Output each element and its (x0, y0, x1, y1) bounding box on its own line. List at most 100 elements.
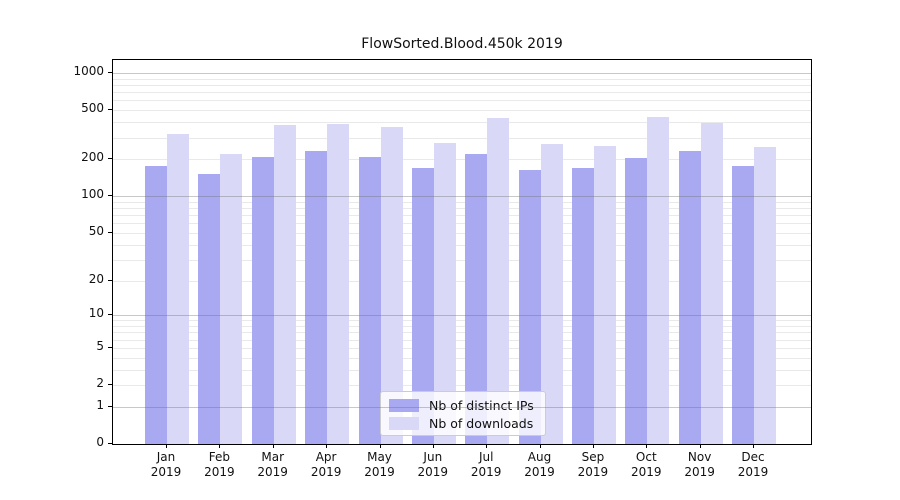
x-label-month: May (367, 450, 392, 464)
x-label-year: 2019 (631, 465, 662, 479)
bar-distinct-ips-aug (518, 169, 541, 444)
legend-label-downloads: Nb of downloads (429, 415, 534, 431)
x-label-year: 2019 (257, 465, 288, 479)
bar-downloads-apr (327, 124, 350, 444)
gridline-minor-20 (113, 280, 811, 282)
x-tick-label-jun: Jun 2019 (403, 450, 463, 480)
gridline-minor-400 (113, 122, 811, 124)
gridline-major-100 (113, 196, 811, 198)
bar-downloads-jul (487, 118, 510, 444)
x-label-year: 2019 (204, 465, 235, 479)
x-label-month: Jan (156, 450, 176, 464)
x-label-year: 2019 (737, 465, 769, 479)
gridline-minor-90 (113, 201, 811, 203)
gridline-minor-200 (113, 159, 811, 161)
bar-distinct-ips-nov (678, 151, 701, 444)
gridline-minor-6 (113, 339, 811, 341)
y-tick-mark-200 (108, 158, 112, 160)
x-tick-label-sep: Sep 2019 (563, 450, 623, 480)
y-tick-mark-10 (108, 314, 112, 316)
y-tick-label-1000: 1000 (73, 64, 104, 78)
y-tick-label-50: 50 (88, 223, 104, 238)
gridline-minor-800 (113, 85, 811, 86)
bar-distinct-ips-jun (411, 168, 434, 444)
gridline-minor-3 (113, 369, 811, 371)
y-tick-mark-2 (108, 384, 112, 385)
y-tick-label-20: 20 (88, 271, 104, 286)
bar-downloads-sep (593, 145, 616, 444)
bar-downloads-feb (220, 154, 243, 444)
legend: Nb of distinct IPs Nb of downloads (380, 391, 546, 436)
x-tick-label-oct: Oct 2019 (616, 450, 676, 480)
gridline-minor-300 (113, 137, 811, 139)
x-tick-mark-nov (699, 444, 701, 448)
gridline-minor-8 (113, 326, 811, 327)
y-tick-mark-50 (108, 231, 112, 233)
gridline-minor-4 (113, 357, 811, 359)
gridline-minor-70 (113, 215, 811, 217)
x-tick-mark-mar (272, 444, 274, 448)
x-tick-label-jul: Jul 2019 (456, 450, 516, 480)
legend-item-distinct-ips: Nb of distinct IPs (389, 396, 537, 414)
y-tick-label-5: 5 (96, 338, 104, 353)
x-tick-label-mar: Mar 2019 (243, 450, 303, 480)
bar-downloads-jun (433, 142, 456, 444)
bar-distinct-ips-may (358, 156, 381, 444)
x-label-month: Dec (741, 450, 765, 464)
legend-item-downloads: Nb of downloads (389, 414, 537, 432)
gridline-minor-9 (113, 320, 811, 322)
x-tick-label-nov: Nov 2019 (670, 450, 730, 480)
x-label-month: Apr (315, 450, 337, 464)
x-tick-mark-dec (753, 444, 754, 448)
gridline-minor-7 (113, 332, 811, 334)
bar-distinct-ips-oct (625, 157, 648, 444)
gridline-minor-600 (113, 100, 811, 102)
gridline-minor-40 (113, 244, 811, 246)
bar-downloads-mar (273, 124, 296, 444)
x-tick-mark-sep (592, 444, 594, 448)
y-tick-mark-5 (108, 346, 112, 348)
gridline-major-10 (113, 315, 811, 317)
x-label-month: Mar (261, 450, 284, 464)
y-tick-mark-0 (108, 443, 112, 444)
x-label-year: 2019 (417, 465, 449, 479)
x-tick-label-may: May 2019 (350, 450, 410, 480)
x-label-year: 2019 (150, 465, 182, 479)
y-tick-label-2: 2 (96, 376, 104, 390)
legend-label-distinct-ips: Nb of distinct IPs (429, 397, 534, 413)
x-label-month: Jun (423, 450, 443, 464)
gridline-minor-2 (113, 385, 811, 386)
legend-swatch-downloads (389, 416, 419, 430)
y-tick-label-0: 0 (96, 435, 104, 449)
x-label-month: Aug (527, 450, 552, 464)
x-label-month: Feb (208, 450, 231, 464)
bar-distinct-ips-dec (732, 166, 754, 444)
y-tick-mark-100 (108, 195, 112, 197)
y-tick-label-200: 200 (81, 150, 104, 165)
x-label-year: 2019 (524, 465, 555, 479)
x-tick-mark-aug (539, 444, 541, 448)
x-label-month: Sep (581, 450, 605, 464)
x-tick-label-dec: Dec 2019 (723, 450, 783, 480)
x-tick-mark-feb (219, 444, 221, 448)
gridline-minor-60 (113, 223, 811, 225)
x-tick-mark-jul (486, 444, 488, 448)
y-tick-label-500: 500 (81, 101, 104, 116)
x-label-month: Jul (478, 450, 494, 464)
gridline-minor-50 (113, 232, 811, 234)
y-tick-mark-1000 (108, 72, 112, 73)
gridline-minor-900 (113, 78, 811, 80)
x-label-year: 2019 (310, 465, 342, 479)
x-label-year: 2019 (684, 465, 715, 479)
y-tick-mark-20 (108, 279, 112, 281)
bar-distinct-ips-mar (251, 156, 274, 444)
bar-downloads-may (380, 127, 403, 444)
bar-downloads-dec (754, 147, 776, 444)
x-label-month: Nov (687, 450, 712, 464)
bar-downloads-nov (700, 123, 723, 444)
gridline-major-1 (113, 406, 811, 408)
y-tick-label-1: 1 (96, 397, 104, 412)
gridline-major-1000 (113, 73, 811, 74)
y-axis-labels: 0 1 2 5 10 20 50 100 200 500 1000 (0, 59, 104, 449)
